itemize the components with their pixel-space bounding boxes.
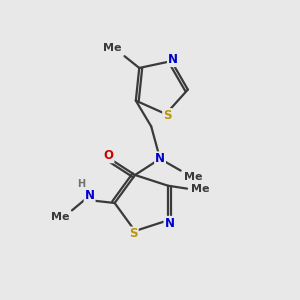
Text: Me: Me [184,172,202,182]
Text: N: N [164,217,174,230]
Text: H: H [77,179,85,189]
Text: N: N [85,189,94,202]
Text: Me: Me [191,184,210,194]
Text: N: N [155,152,165,165]
Text: Me: Me [50,212,69,222]
Text: S: S [163,109,172,122]
Text: Me: Me [103,43,122,53]
Text: N: N [168,53,178,66]
Text: O: O [103,149,113,162]
Text: S: S [129,227,138,240]
